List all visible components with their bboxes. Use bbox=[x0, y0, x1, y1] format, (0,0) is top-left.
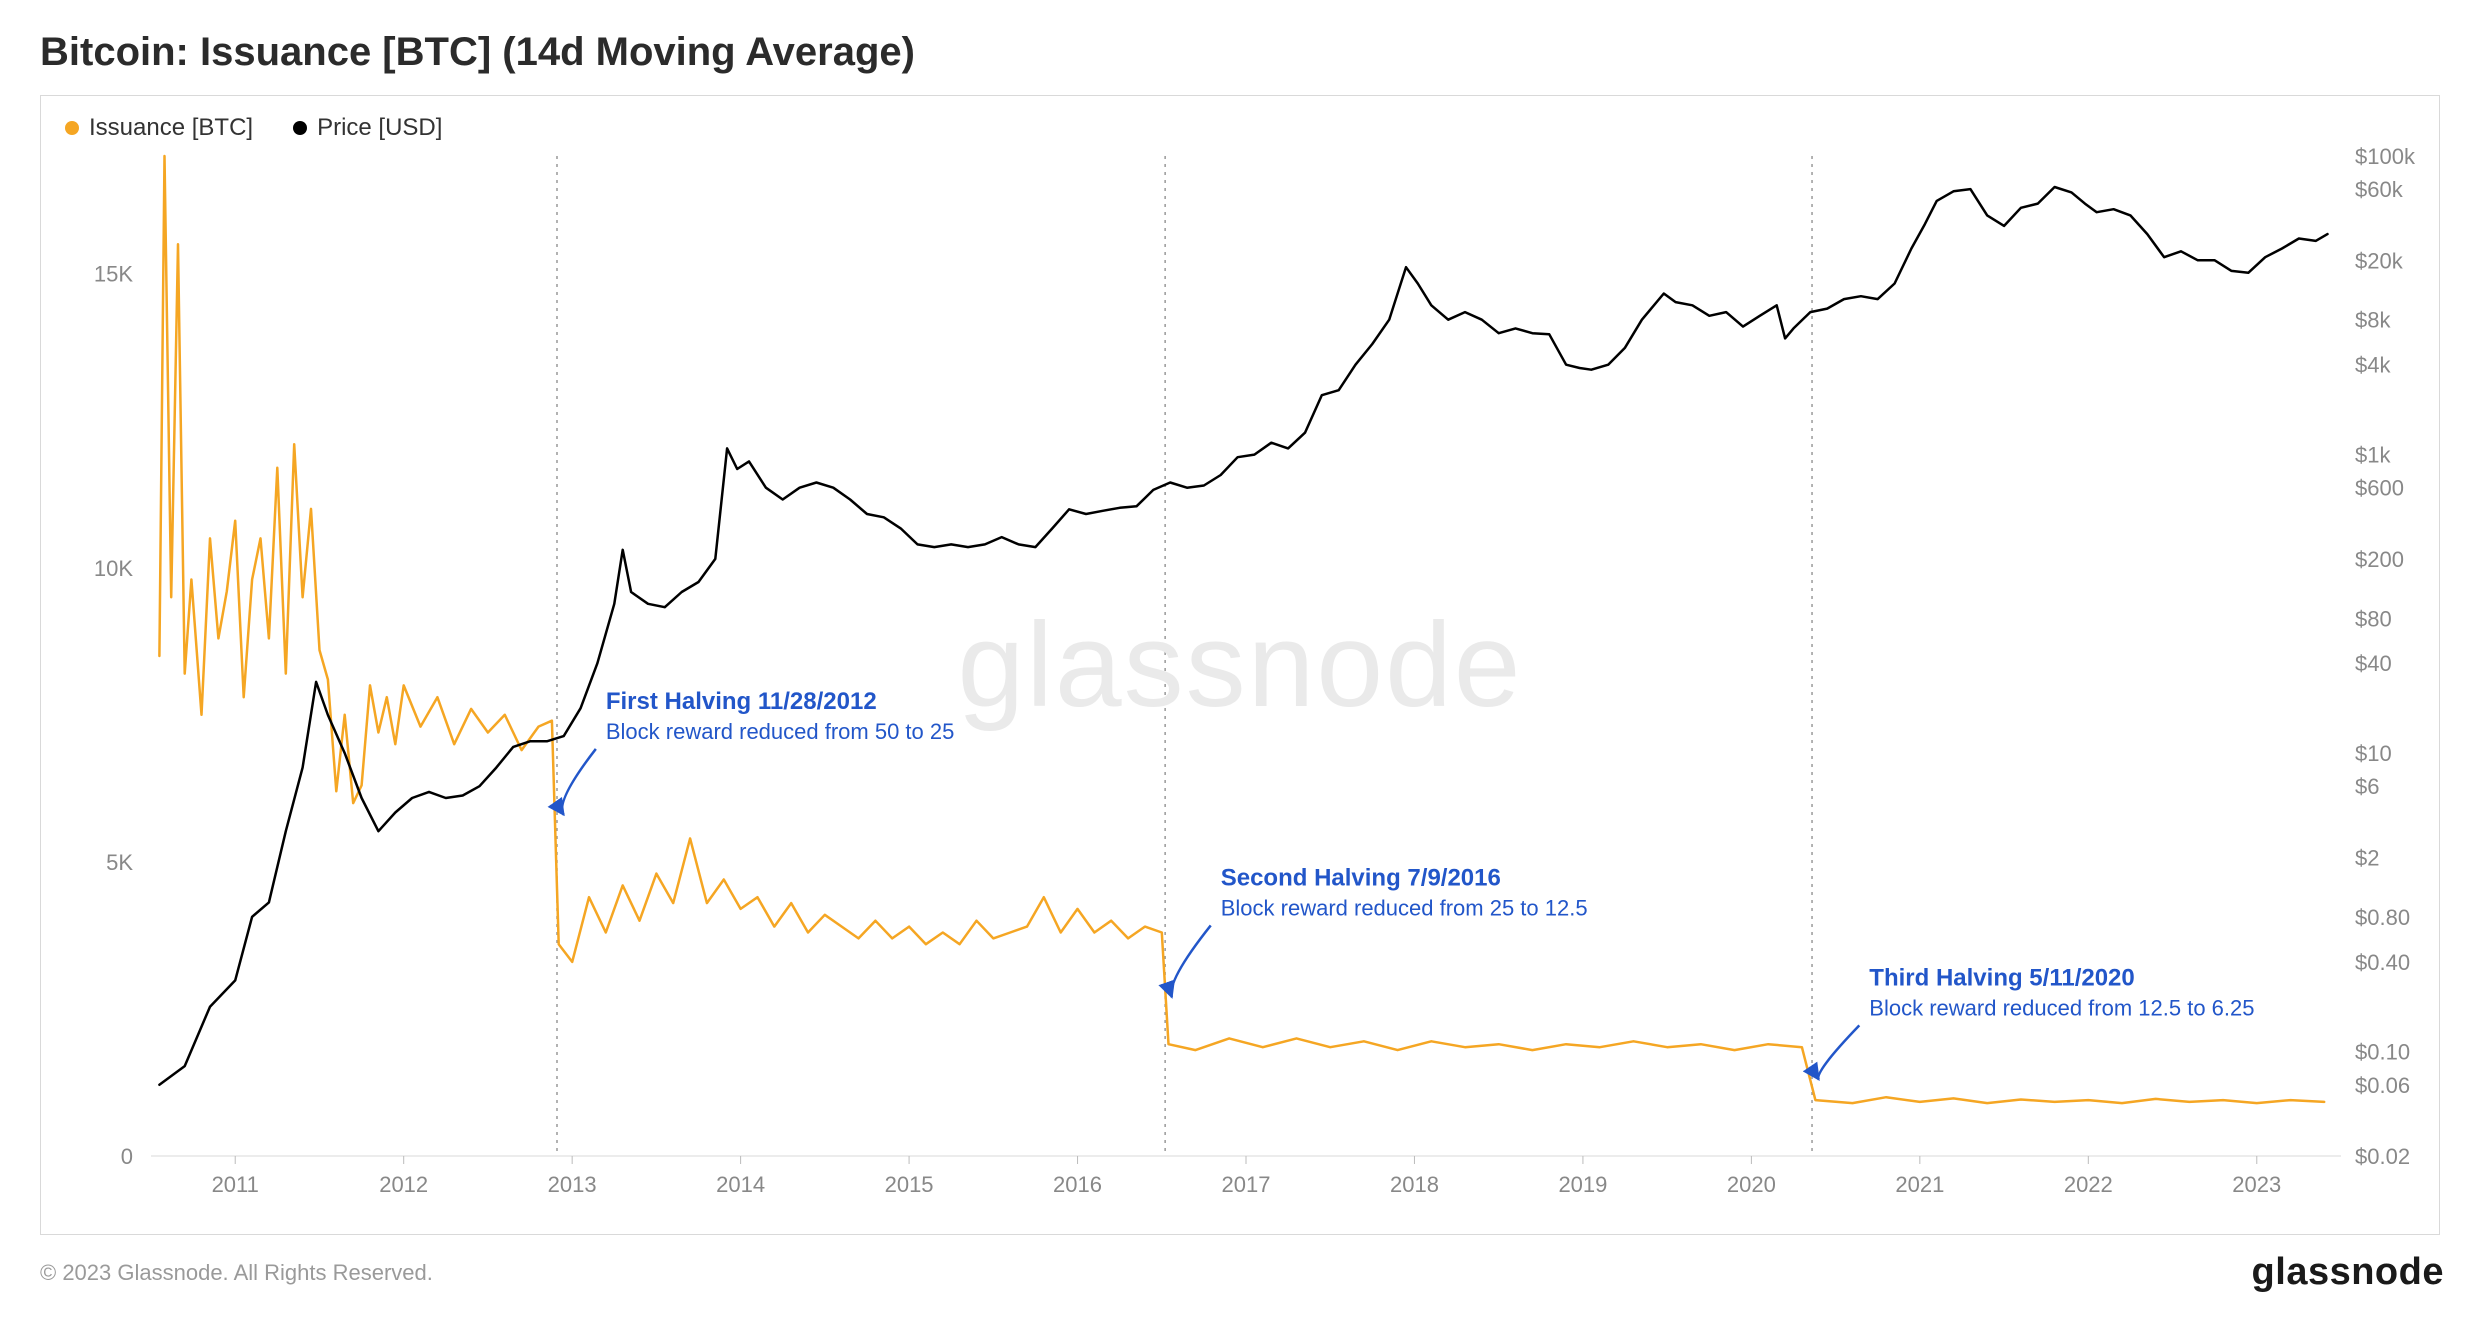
svg-text:Block reward reduced from 50 t: Block reward reduced from 50 to 25 bbox=[606, 719, 955, 744]
svg-text:2016: 2016 bbox=[1053, 1172, 1102, 1197]
svg-text:$100k: $100k bbox=[2355, 144, 2416, 169]
svg-text:$6: $6 bbox=[2355, 774, 2379, 799]
chart-container: Bitcoin: Issuance [BTC] (14d Moving Aver… bbox=[0, 0, 2484, 1328]
chart-plot-area: Issuance [BTC] Price [USD] glassnode 05K… bbox=[40, 95, 2440, 1235]
svg-text:$20k: $20k bbox=[2355, 248, 2404, 273]
svg-text:2017: 2017 bbox=[1222, 1172, 1271, 1197]
svg-text:$0.02: $0.02 bbox=[2355, 1144, 2410, 1169]
svg-text:2019: 2019 bbox=[1558, 1172, 1607, 1197]
brand-logo: glassnode bbox=[2252, 1251, 2444, 1294]
svg-text:2014: 2014 bbox=[716, 1172, 765, 1197]
svg-text:2022: 2022 bbox=[2064, 1172, 2113, 1197]
svg-text:$8k: $8k bbox=[2355, 308, 2391, 333]
svg-text:10K: 10K bbox=[94, 556, 133, 581]
legend-item-price: Price [USD] bbox=[293, 114, 442, 142]
svg-text:$4k: $4k bbox=[2355, 353, 2391, 378]
svg-text:2020: 2020 bbox=[1727, 1172, 1776, 1197]
svg-text:Block reward reduced from 12.5: Block reward reduced from 12.5 to 6.25 bbox=[1869, 995, 2254, 1020]
svg-text:$0.40: $0.40 bbox=[2355, 950, 2410, 975]
svg-text:First Halving 11/28/2012: First Halving 11/28/2012 bbox=[606, 688, 877, 715]
svg-text:5K: 5K bbox=[106, 850, 133, 875]
svg-text:2018: 2018 bbox=[1390, 1172, 1439, 1197]
svg-text:$60k: $60k bbox=[2355, 177, 2404, 202]
legend-label-price: Price [USD] bbox=[317, 114, 442, 142]
svg-text:$40: $40 bbox=[2355, 651, 2392, 676]
legend-dot-price-icon bbox=[293, 121, 307, 135]
chart-title: Bitcoin: Issuance [BTC] (14d Moving Aver… bbox=[40, 30, 2444, 75]
svg-text:Block reward reduced from 25 t: Block reward reduced from 25 to 12.5 bbox=[1221, 895, 1588, 920]
svg-text:$80: $80 bbox=[2355, 606, 2392, 631]
svg-text:2021: 2021 bbox=[1895, 1172, 1944, 1197]
svg-text:2015: 2015 bbox=[885, 1172, 934, 1197]
legend: Issuance [BTC] Price [USD] bbox=[65, 114, 442, 142]
svg-text:0: 0 bbox=[121, 1144, 133, 1169]
svg-text:2012: 2012 bbox=[379, 1172, 428, 1197]
svg-text:$600: $600 bbox=[2355, 476, 2404, 501]
svg-text:2023: 2023 bbox=[2232, 1172, 2281, 1197]
svg-text:$200: $200 bbox=[2355, 547, 2404, 572]
svg-text:$0.06: $0.06 bbox=[2355, 1073, 2410, 1098]
svg-text:$2: $2 bbox=[2355, 845, 2379, 870]
svg-text:Second Halving 7/9/2016: Second Halving 7/9/2016 bbox=[1221, 864, 1501, 891]
svg-text:2013: 2013 bbox=[548, 1172, 597, 1197]
svg-text:2011: 2011 bbox=[212, 1172, 259, 1197]
svg-text:15K: 15K bbox=[94, 262, 133, 287]
legend-item-issuance: Issuance [BTC] bbox=[65, 114, 253, 142]
legend-dot-issuance-icon bbox=[65, 121, 79, 135]
svg-text:$0.80: $0.80 bbox=[2355, 905, 2410, 930]
chart-footer: © 2023 Glassnode. All Rights Reserved. g… bbox=[40, 1251, 2444, 1294]
svg-text:$0.10: $0.10 bbox=[2355, 1040, 2410, 1065]
svg-text:$1k: $1k bbox=[2355, 443, 2391, 468]
legend-label-issuance: Issuance [BTC] bbox=[89, 114, 253, 142]
copyright-text: © 2023 Glassnode. All Rights Reserved. bbox=[40, 1260, 433, 1286]
chart-svg: 0 5K 10K 15K $0.02 $0.06 $0.10 $0.40 $0.80 $2 $6 $1… bbox=[41, 96, 2440, 1235]
svg-text:$10: $10 bbox=[2355, 741, 2392, 766]
svg-text:Third Halving 5/11/2020: Third Halving 5/11/2020 bbox=[1869, 964, 2134, 991]
